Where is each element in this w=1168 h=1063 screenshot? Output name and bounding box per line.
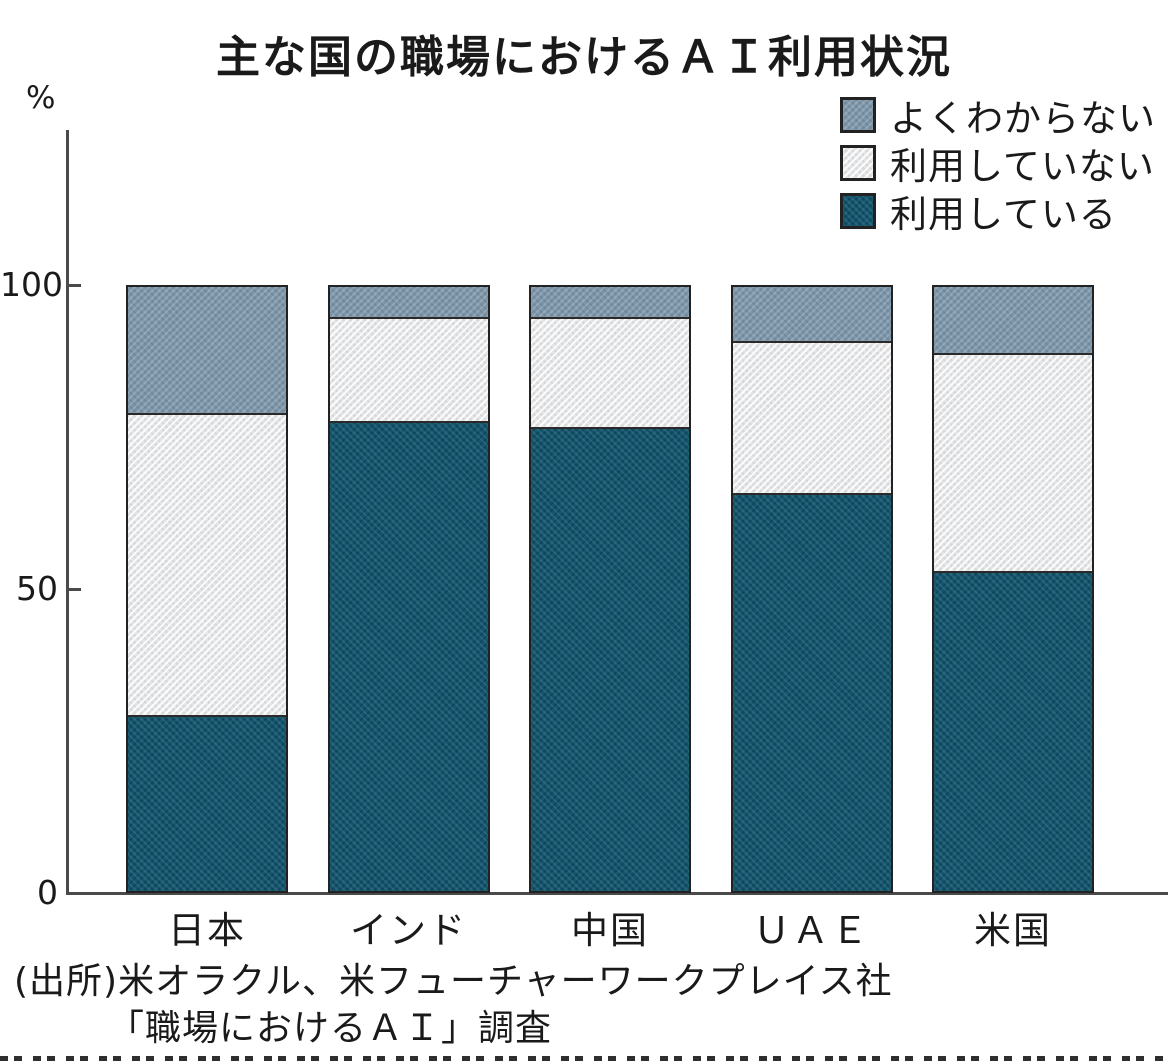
category-label: ＵＡＥ (753, 909, 870, 952)
y-tick-label-0: 0 (37, 873, 58, 912)
bar-segment (329, 287, 488, 317)
bar-segment (531, 317, 689, 427)
category-label: 中国 (571, 909, 649, 952)
bar-1 (126, 285, 288, 893)
bar-segment (329, 317, 488, 421)
bar-segment (531, 287, 689, 317)
bar-2 (327, 285, 490, 893)
y-axis-line (66, 130, 69, 895)
bar-segment (934, 571, 1092, 891)
bar-5 (932, 285, 1094, 893)
y-axis-unit-label: % (26, 80, 56, 116)
source-note: (出所)米オラクル、米フューチャーワークプレイス社 「職場におけるＡＩ」調査 (14, 958, 893, 1052)
legend-swatch-using-icon (840, 193, 876, 229)
bar-segment (531, 427, 689, 891)
bottom-dashed-divider (0, 1056, 1168, 1061)
y-tick-label-50: 50 (16, 569, 58, 608)
legend-item-not-using: 利用していない (840, 139, 1156, 188)
bar-segment (732, 493, 891, 891)
legend-swatch-not-using-icon (840, 145, 876, 181)
legend-item-dont-know: よくわからない (840, 91, 1156, 140)
legend-label-dont-know: よくわからない (890, 97, 1156, 140)
category-label: 米国 (974, 909, 1052, 952)
source-line-2: 「職場におけるＡＩ」調査 (108, 1008, 553, 1049)
source-line-1: (出所)米オラクル、米フューチャーワークプレイス社 (14, 961, 893, 1002)
bar-segment (128, 413, 286, 715)
y-tick-label-100: 100 (0, 265, 63, 304)
bar-3 (529, 285, 691, 893)
page-title: 主な国の職場におけるＡＩ利用状況 (216, 32, 952, 84)
legend: よくわからない 利用していない 利用している (840, 91, 1156, 236)
bar-segment (732, 341, 891, 493)
bar-segment (128, 287, 286, 413)
bar-4 (730, 285, 893, 893)
legend-label-not-using: 利用していない (890, 145, 1155, 188)
bar-segment (732, 287, 891, 341)
bar-segment (329, 421, 488, 891)
category-label: インド (350, 909, 467, 952)
legend-label-using: 利用している (890, 193, 1117, 236)
bar-segment (934, 287, 1092, 353)
bar-segment (934, 353, 1092, 571)
bar-segment (128, 715, 286, 891)
x-axis-line (66, 892, 1168, 895)
legend-item-using: 利用している (840, 187, 1156, 236)
legend-swatch-dont-know-icon (840, 97, 876, 133)
y-tick-mark-50 (69, 588, 81, 591)
y-tick-mark-100 (69, 284, 81, 287)
category-label: 日本 (168, 909, 246, 952)
